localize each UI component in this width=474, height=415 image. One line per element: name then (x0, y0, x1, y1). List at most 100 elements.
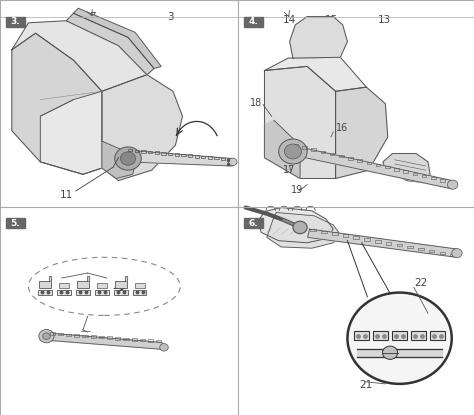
Bar (376, 164, 381, 166)
Bar (208, 156, 212, 159)
Bar (155, 151, 159, 154)
Polygon shape (264, 57, 366, 91)
Bar (161, 152, 166, 154)
Bar (39, 281, 51, 288)
Bar (114, 290, 128, 295)
Bar (439, 251, 445, 254)
Bar (330, 153, 335, 155)
Bar (66, 334, 71, 336)
Text: 17: 17 (283, 165, 296, 175)
Text: 21: 21 (359, 380, 373, 390)
Text: 14: 14 (283, 15, 296, 24)
Bar (450, 254, 456, 256)
Bar (58, 333, 63, 335)
Polygon shape (290, 17, 347, 58)
Circle shape (293, 221, 307, 234)
Text: 18: 18 (250, 98, 263, 108)
Polygon shape (66, 13, 154, 75)
Text: 3.: 3. (10, 17, 20, 27)
Polygon shape (290, 145, 456, 189)
Bar (91, 335, 96, 338)
Text: 13: 13 (377, 15, 391, 24)
Text: 15: 15 (325, 15, 338, 24)
Bar (76, 290, 90, 295)
Bar (156, 340, 161, 342)
Circle shape (115, 147, 141, 170)
Polygon shape (267, 212, 340, 248)
Bar (343, 234, 348, 237)
Bar (82, 335, 88, 337)
Polygon shape (264, 120, 300, 178)
Bar (403, 171, 408, 173)
Bar (142, 150, 146, 153)
Bar (77, 281, 89, 288)
Polygon shape (40, 91, 102, 174)
Bar (422, 175, 427, 177)
Bar (320, 151, 325, 153)
Bar (74, 334, 79, 337)
Polygon shape (49, 276, 51, 281)
Bar (394, 168, 399, 171)
Bar (411, 331, 426, 340)
Bar (431, 177, 436, 179)
Bar (321, 231, 327, 233)
Bar (115, 281, 127, 288)
Bar (107, 337, 112, 339)
Bar (38, 290, 52, 295)
Circle shape (39, 330, 54, 343)
Bar (188, 154, 192, 157)
Bar (392, 331, 407, 340)
Bar (354, 331, 369, 340)
Bar (99, 336, 104, 338)
Bar (135, 149, 139, 152)
Circle shape (383, 346, 398, 359)
Bar (385, 166, 390, 168)
Polygon shape (258, 208, 333, 243)
Bar (397, 244, 402, 247)
Bar (148, 151, 152, 153)
Polygon shape (12, 21, 147, 91)
Bar (373, 331, 388, 340)
Circle shape (228, 158, 237, 166)
Polygon shape (12, 33, 102, 174)
Circle shape (43, 333, 50, 339)
Bar (57, 290, 71, 295)
Polygon shape (336, 87, 388, 178)
Bar (148, 339, 153, 342)
Bar (128, 149, 132, 151)
Circle shape (160, 344, 168, 351)
Bar (115, 337, 120, 339)
Polygon shape (43, 333, 166, 349)
Bar (375, 240, 381, 243)
Bar (228, 158, 232, 161)
Text: 5.: 5. (10, 219, 20, 228)
Circle shape (120, 152, 136, 165)
Bar (50, 332, 55, 335)
Circle shape (452, 249, 462, 258)
Bar (412, 173, 417, 175)
Bar (214, 157, 219, 159)
Bar (302, 146, 307, 149)
Bar (132, 338, 137, 341)
Bar (135, 283, 145, 288)
Bar (366, 161, 371, 164)
Bar (357, 349, 442, 357)
Text: 19: 19 (291, 185, 303, 195)
Circle shape (447, 180, 458, 189)
Bar (195, 155, 199, 158)
Polygon shape (125, 150, 235, 166)
Polygon shape (102, 75, 182, 181)
Bar (174, 153, 179, 156)
Polygon shape (87, 276, 89, 281)
Bar (310, 229, 316, 231)
Bar (168, 153, 173, 155)
Circle shape (279, 139, 307, 164)
Bar (429, 250, 435, 252)
Bar (449, 181, 454, 184)
Bar (311, 149, 316, 151)
Bar (97, 283, 107, 288)
Bar (357, 159, 362, 162)
Bar (418, 248, 424, 250)
Circle shape (284, 144, 301, 159)
Bar (348, 157, 353, 160)
